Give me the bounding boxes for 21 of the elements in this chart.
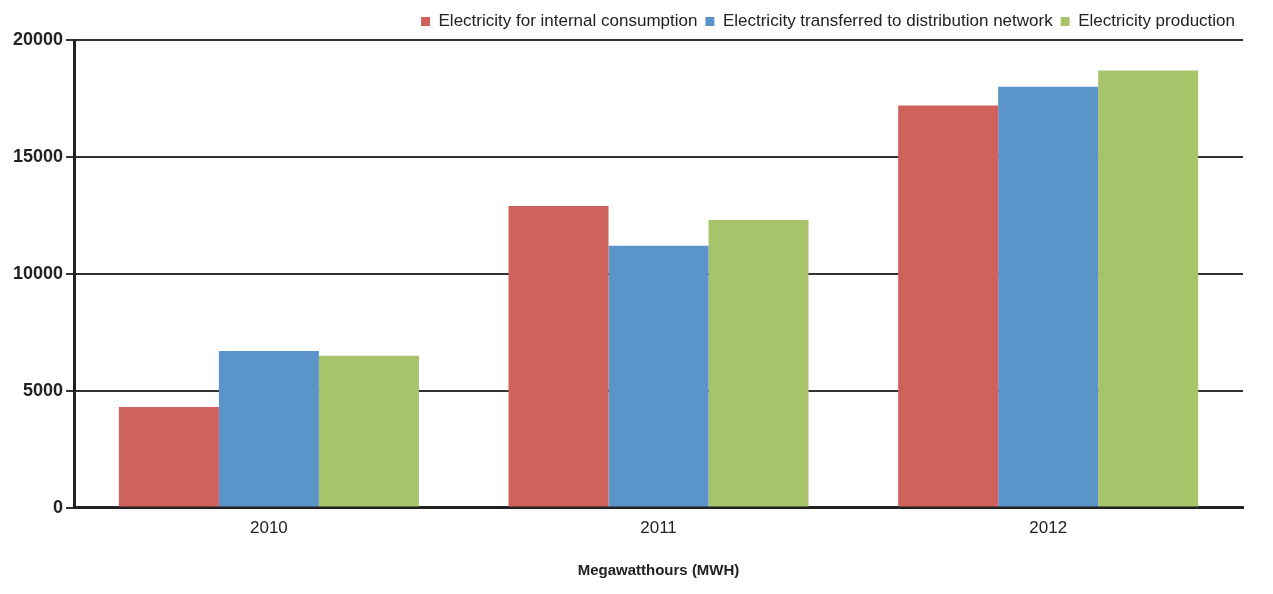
legend-label: Electricity transferred to distribution network [722, 11, 1054, 31]
y-tick-label: 10000 [12, 262, 64, 283]
y-tick-label: 20000 [12, 28, 64, 49]
y-tick-label: 5000 [23, 379, 64, 400]
bar [608, 245, 709, 507]
x-tick-label: 2011 [640, 518, 677, 538]
bar [508, 206, 609, 507]
y-tick-label: 15000 [12, 145, 64, 166]
y-tick-label: 0 [53, 496, 64, 517]
x-axis-title: Megawatthours (MWH) [577, 561, 740, 579]
bar [998, 86, 1099, 507]
bar [708, 220, 809, 507]
bar [898, 105, 999, 507]
x-tick-label: 2010 [249, 518, 288, 538]
legend-label: Electricity production [1078, 11, 1235, 31]
bar [118, 407, 219, 507]
bar [318, 355, 419, 507]
legend-label: Electricity for internal consumption [438, 11, 698, 31]
x-tick-label: 2012 [1029, 518, 1068, 538]
bar [1098, 70, 1199, 507]
bar [218, 350, 319, 507]
